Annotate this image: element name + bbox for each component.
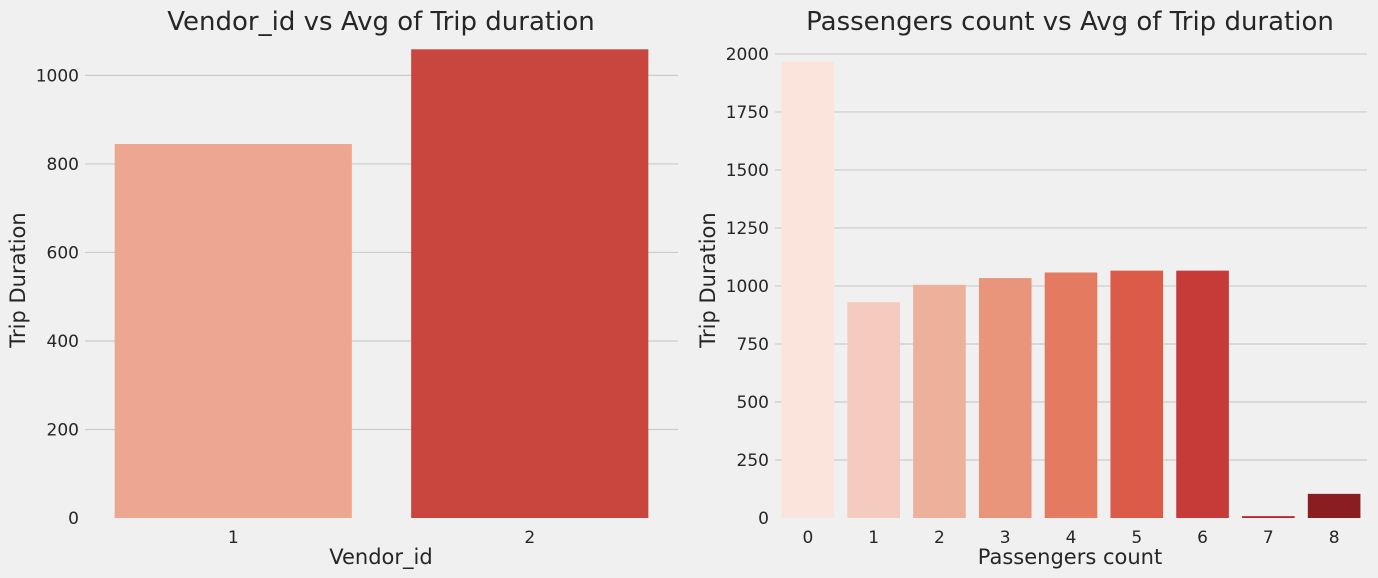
y-tick-label: 1500 [726, 161, 769, 181]
y-tick-label: 400 [47, 332, 79, 352]
y-tick-labels: 0 250 500 750 1000 1250 1500 1750 2000 [726, 45, 769, 529]
x-tick-labels: 0 1 2 3 4 5 6 7 8 [802, 528, 1339, 548]
bar-7 [1242, 516, 1295, 518]
chart-title: Vendor_id vs Avg of Trip duration [167, 7, 594, 37]
y-tick-label: 750 [737, 335, 769, 355]
x-axis-label: Vendor_id [329, 545, 432, 570]
y-tick-label: 1250 [726, 219, 769, 239]
x-tick-label: 2 [524, 528, 535, 548]
x-tick-label: 6 [1197, 528, 1208, 548]
y-tick-label: 2000 [726, 45, 769, 65]
y-tick-labels: 0 200 400 600 800 1000 [36, 66, 79, 529]
y-axis-label: Trip Duration [696, 212, 720, 348]
x-tick-label: 5 [1131, 528, 1142, 548]
bar-8 [1307, 493, 1361, 518]
chart-title: Passengers count vs Avg of Trip duration [806, 7, 1334, 37]
bars [781, 61, 1361, 519]
y-tick-label: 0 [68, 509, 79, 529]
bar-5 [1110, 270, 1164, 518]
x-tick-label: 2 [934, 528, 945, 548]
bar-6 [1176, 270, 1229, 518]
x-axis-label: Passengers count [978, 545, 1162, 569]
x-tick-label: 7 [1263, 528, 1274, 548]
bar-2 [913, 284, 966, 518]
y-tick-label: 1750 [726, 103, 769, 123]
x-tick-label: 0 [802, 528, 813, 548]
y-axis-label: Trip Duration [6, 212, 30, 348]
y-tick-label: 500 [737, 393, 769, 413]
x-tick-label: 8 [1329, 528, 1340, 548]
x-tick-label: 3 [1000, 528, 1011, 548]
x-tick-label: 4 [1066, 528, 1077, 548]
bar-1 [114, 144, 352, 518]
y-tick-label: 250 [737, 451, 769, 471]
y-tick-label: 800 [47, 155, 79, 175]
y-tick-label: 200 [47, 420, 79, 440]
passengers-chart: Passengers count vs Avg of Trip duration… [696, 7, 1367, 569]
bars [114, 49, 649, 519]
x-tick-label: 1 [228, 528, 239, 548]
y-tick-label: 1000 [36, 66, 79, 86]
bar-3 [978, 278, 1032, 518]
x-tick-label: 1 [868, 528, 879, 548]
bar-4 [1044, 272, 1098, 518]
y-tick-label: 600 [47, 243, 79, 263]
bar-1 [847, 302, 900, 518]
y-tick-label: 0 [758, 509, 769, 529]
bar-2 [411, 49, 649, 519]
y-tick-label: 1000 [726, 277, 769, 297]
bar-0 [781, 61, 835, 519]
vendor-chart: Vendor_id vs Avg of Trip duration Vendor… [6, 7, 678, 570]
